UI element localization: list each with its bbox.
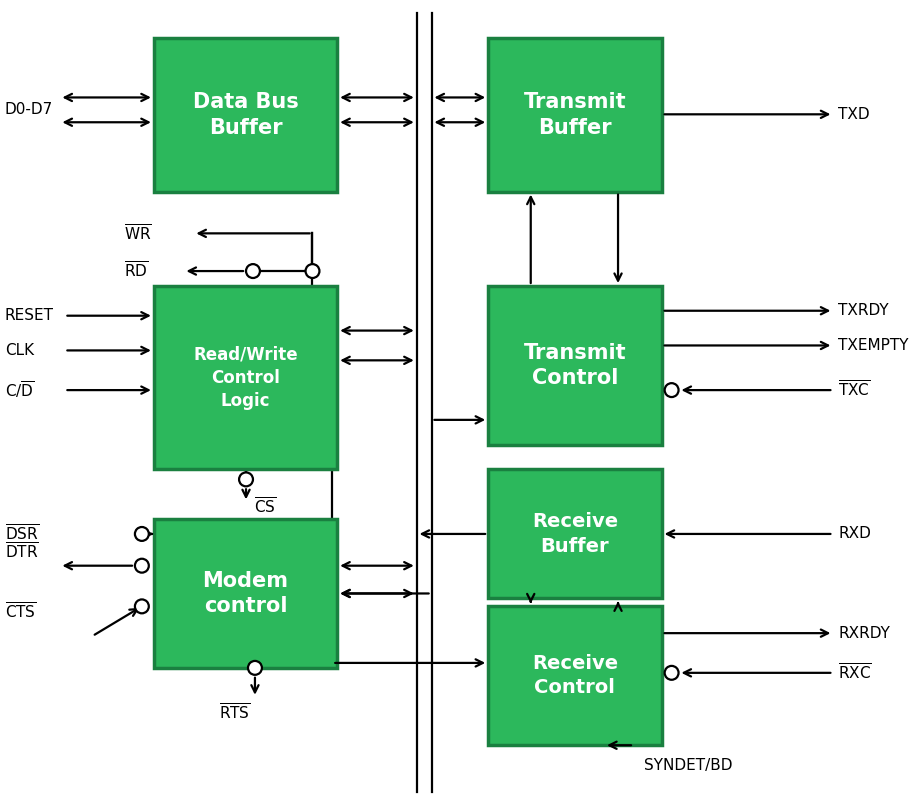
Text: RESET: RESET xyxy=(5,308,54,323)
FancyBboxPatch shape xyxy=(153,286,337,469)
FancyBboxPatch shape xyxy=(488,286,662,445)
Circle shape xyxy=(135,559,149,572)
Text: TXEMPTY: TXEMPTY xyxy=(838,338,909,353)
Circle shape xyxy=(664,666,678,679)
Circle shape xyxy=(248,661,261,675)
Circle shape xyxy=(239,472,253,486)
Text: RXRDY: RXRDY xyxy=(838,625,890,641)
Text: TXD: TXD xyxy=(838,107,869,122)
FancyBboxPatch shape xyxy=(488,38,662,192)
Text: Transmit
Buffer: Transmit Buffer xyxy=(524,92,626,138)
Text: $\overline{\rm CTS}$: $\overline{\rm CTS}$ xyxy=(5,601,37,621)
Circle shape xyxy=(306,264,320,278)
Text: $\overline{\rm RTS}$: $\overline{\rm RTS}$ xyxy=(219,703,251,723)
Text: SYNDET/BD: SYNDET/BD xyxy=(644,758,733,773)
Text: Data Bus
Buffer: Data Bus Buffer xyxy=(192,92,298,138)
Text: Read/Write
Control
Logic: Read/Write Control Logic xyxy=(193,346,298,409)
Text: $\overline{\rm RXC}$: $\overline{\rm RXC}$ xyxy=(838,663,872,683)
Text: TXRDY: TXRDY xyxy=(838,303,889,318)
Circle shape xyxy=(664,383,678,397)
Text: $\overline{\rm DSR}$: $\overline{\rm DSR}$ xyxy=(5,524,39,544)
Circle shape xyxy=(246,264,260,278)
Text: $\overline{\rm DTR}$: $\overline{\rm DTR}$ xyxy=(5,542,39,562)
FancyBboxPatch shape xyxy=(153,519,337,668)
Text: $\overline{\rm WR}$: $\overline{\rm WR}$ xyxy=(124,223,152,243)
Text: $\overline{\rm TXC}$: $\overline{\rm TXC}$ xyxy=(838,380,870,400)
FancyBboxPatch shape xyxy=(488,469,662,598)
Text: RXD: RXD xyxy=(838,526,871,542)
Text: Receive
Control: Receive Control xyxy=(532,654,618,697)
Text: D0-D7: D0-D7 xyxy=(5,102,54,118)
Text: $\overline{\rm RD}$: $\overline{\rm RD}$ xyxy=(124,261,149,281)
Text: Receive
Buffer: Receive Buffer xyxy=(532,513,618,555)
Text: Transmit
Control: Transmit Control xyxy=(524,343,626,388)
FancyBboxPatch shape xyxy=(488,606,662,746)
Text: Modem
control: Modem control xyxy=(202,571,288,617)
Circle shape xyxy=(135,600,149,613)
Circle shape xyxy=(135,527,149,541)
Text: C/$\overline{\rm D}$: C/$\overline{\rm D}$ xyxy=(5,380,34,401)
Text: $\overline{\rm CS}$: $\overline{\rm CS}$ xyxy=(254,497,276,517)
Text: CLK: CLK xyxy=(5,343,34,358)
FancyBboxPatch shape xyxy=(153,38,337,192)
